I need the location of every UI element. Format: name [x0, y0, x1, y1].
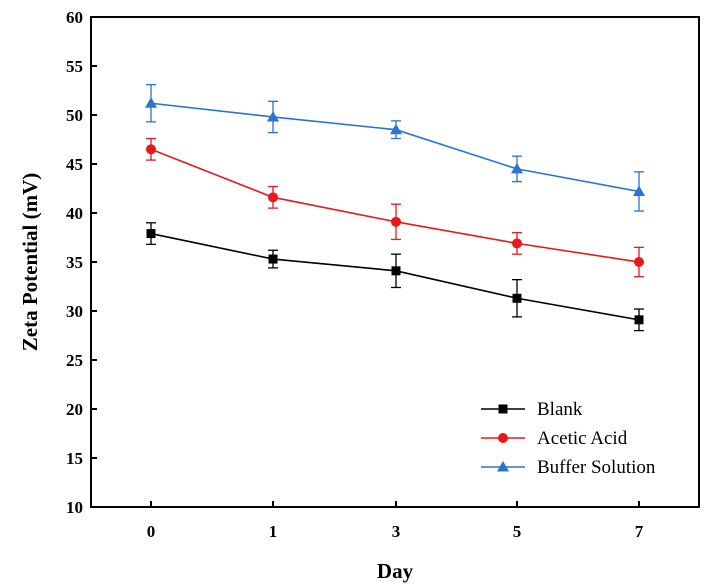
- series-blank: [146, 222, 644, 332]
- y-tick-label: 60: [66, 8, 83, 27]
- series-line: [150, 148, 640, 263]
- data-point: [511, 162, 523, 174]
- y-tick-label: 45: [66, 155, 83, 174]
- series-layer: [145, 83, 645, 332]
- data-point: [633, 185, 645, 196]
- y-tick-label: 30: [66, 302, 83, 321]
- y-tick-label: 15: [66, 449, 83, 468]
- legend-label: Acetic Acid: [537, 428, 628, 449]
- legend-label: Buffer Solution: [537, 457, 656, 478]
- y-tick-label: 35: [66, 253, 83, 272]
- series-buffer-solution: [145, 83, 645, 212]
- data-point: [390, 123, 402, 135]
- legend-label: Blank: [537, 399, 583, 420]
- series-acetic-acid: [146, 137, 644, 278]
- data-point: [268, 254, 278, 264]
- data-point: [391, 216, 401, 227]
- x-tick-label: 7: [635, 522, 644, 541]
- data-point: [634, 315, 644, 325]
- y-axis-title: Zeta Potential (mV): [18, 173, 42, 351]
- series-line: [150, 232, 640, 321]
- x-tick-label: 1: [269, 522, 278, 541]
- data-point: [634, 257, 644, 267]
- x-axis-title: Day: [377, 559, 414, 583]
- data-point: [512, 238, 522, 249]
- legend-item: Blank: [481, 399, 583, 420]
- legend-marker: [498, 433, 508, 443]
- data-point: [512, 293, 522, 303]
- data-point: [146, 144, 156, 155]
- data-point: [267, 110, 279, 122]
- y-tick-label: 20: [66, 400, 83, 419]
- y-tick-label: 40: [66, 204, 83, 223]
- data-point: [391, 266, 401, 276]
- x-tick-label: 5: [513, 522, 522, 541]
- data-point: [268, 192, 278, 203]
- y-tick-label: 25: [66, 351, 83, 370]
- legend-item: Buffer Solution: [481, 457, 656, 478]
- x-axis: 0 1 3 5 7: [147, 501, 644, 541]
- x-tick-label: 0: [147, 522, 156, 541]
- data-point: [145, 97, 157, 108]
- legend-item: Acetic Acid: [481, 428, 628, 449]
- x-tick-label: 3: [392, 522, 401, 541]
- legend-marker: [497, 461, 509, 472]
- legend: Blank Acetic Acid Buffer Solution: [481, 399, 656, 478]
- legend-marker: [498, 404, 508, 414]
- y-tick-label: 50: [66, 106, 83, 125]
- data-point: [146, 229, 156, 239]
- y-axis: 10 15 20 25 30 35 40 45 50 55 60: [66, 8, 97, 517]
- y-tick-label: 10: [66, 498, 83, 517]
- y-tick-label: 55: [66, 57, 83, 76]
